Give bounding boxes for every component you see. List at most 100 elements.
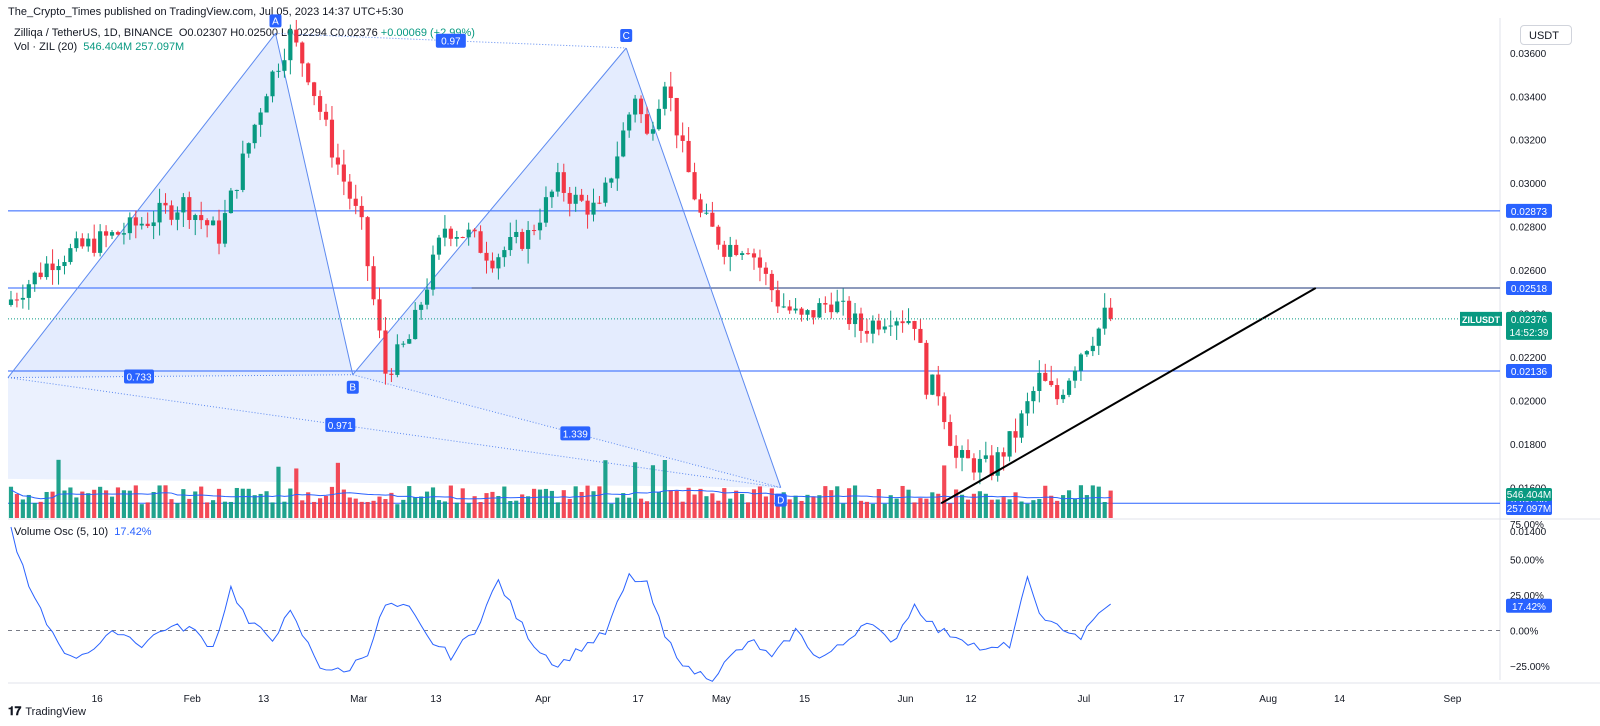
volume-bar	[466, 502, 471, 518]
volume-bar	[823, 486, 828, 518]
osc-tick-label: 75.00%	[1510, 520, 1544, 531]
level-label-bg	[1506, 364, 1552, 379]
candle-body	[603, 182, 608, 203]
pattern-xab-fill	[8, 33, 353, 378]
volume-bar	[959, 494, 965, 518]
candle-body	[228, 190, 233, 214]
candle-body	[995, 452, 1000, 476]
candle-body	[413, 309, 418, 340]
volume-bar	[80, 491, 85, 518]
volume-bar	[644, 501, 650, 518]
volume-bar	[1049, 495, 1054, 518]
candle-body	[115, 232, 121, 235]
volume-bar	[656, 491, 661, 518]
volume-bar	[1102, 501, 1107, 518]
candle-body	[294, 29, 299, 43]
time-axis: 16 Feb 13 Mar 13 Apr 17 May 15 Jun 12 Jul 17 Aug 14 Sep	[92, 694, 1462, 705]
candle-body	[930, 374, 935, 395]
ohlc-high: H0.02500	[230, 27, 278, 39]
osc-tick-label: 50.00%	[1510, 556, 1544, 567]
price-tick-label: 0.03400	[1510, 92, 1547, 103]
candle-body	[894, 321, 899, 326]
volume-bar	[668, 490, 673, 518]
volume-bar	[638, 498, 644, 518]
candle-body	[1078, 354, 1084, 371]
candle-body	[579, 194, 584, 201]
volume-bar	[775, 496, 780, 518]
candle-body	[948, 422, 953, 446]
last-price-label: ZILUSDT 0.02376 14:52:39	[1460, 311, 1552, 340]
volume-bar	[858, 500, 864, 518]
candle-body	[323, 111, 329, 120]
candle-body	[1049, 380, 1054, 386]
volume-bar	[1090, 485, 1095, 518]
volume-bar	[139, 504, 144, 518]
candle-body	[335, 157, 340, 165]
pattern-ratio-line	[7, 377, 781, 489]
brand-name: TradingView	[25, 705, 86, 718]
volume-bar	[555, 502, 560, 518]
osc-value-tag: 17.42%	[1512, 602, 1546, 613]
volume-bar	[888, 495, 893, 518]
candles-group	[8, 19, 1113, 485]
candle-body	[139, 223, 144, 226]
candle-body	[365, 217, 370, 267]
volume-value-1: 546.404M	[83, 41, 133, 53]
volume-ma-line	[10, 489, 1111, 500]
volume-bar	[240, 488, 245, 518]
volume-bar	[264, 491, 269, 518]
candle-body	[26, 284, 31, 298]
volume-bar	[115, 487, 121, 518]
volume-bar	[288, 488, 293, 518]
candle-body	[983, 455, 988, 459]
candle-body	[234, 189, 239, 191]
pattern-xbd-fill	[8, 374, 781, 488]
pattern-ratio-line	[7, 374, 353, 379]
symbol-tag-bg	[1460, 311, 1502, 326]
volume-bar	[1025, 503, 1030, 518]
candle-body	[912, 321, 917, 329]
candle-body	[555, 172, 560, 192]
volume-bar	[56, 459, 61, 518]
volume-bar	[954, 489, 959, 518]
candle-body	[258, 112, 263, 125]
currency-button[interactable]: USDT	[1520, 25, 1572, 45]
candle-body	[401, 343, 406, 345]
volume-bar	[829, 490, 834, 518]
volume-bar	[710, 493, 715, 518]
time-tick-label: Sep	[1444, 694, 1462, 705]
volume-axis-labels: 546.404M 257.097M	[1506, 488, 1552, 515]
candle-body	[74, 238, 79, 249]
volume-bar	[377, 496, 382, 518]
candle-body	[288, 29, 293, 61]
price-tick-label: 0.02600	[1510, 266, 1547, 277]
volume-bar	[383, 499, 388, 518]
candle-body	[502, 250, 507, 258]
volume-bar	[793, 495, 798, 518]
candle-body	[1001, 452, 1006, 457]
candle-body	[1007, 431, 1012, 457]
volume-bar	[603, 460, 608, 518]
candle-body	[668, 86, 673, 98]
volume-bar	[157, 485, 162, 518]
publisher-line: The_Crypto_Times published on TradingVie…	[8, 6, 404, 18]
volume-bar	[92, 489, 97, 518]
candle-body	[662, 86, 667, 109]
volume-bar	[841, 503, 846, 518]
candle-body	[740, 253, 745, 255]
candle-body	[163, 202, 168, 206]
volume-bar	[133, 485, 138, 518]
volume-bar	[454, 502, 459, 518]
volume-bar	[609, 503, 614, 518]
time-tick-label: 17	[1173, 694, 1185, 705]
candle-body	[1055, 385, 1060, 400]
volume-bar	[948, 503, 953, 518]
volume-bar	[210, 500, 216, 518]
candle-body	[317, 96, 323, 112]
candle-body	[627, 114, 632, 131]
candle-body	[882, 326, 887, 330]
candle-body	[300, 42, 305, 64]
candle-body	[942, 396, 947, 423]
candle-body	[121, 233, 126, 235]
